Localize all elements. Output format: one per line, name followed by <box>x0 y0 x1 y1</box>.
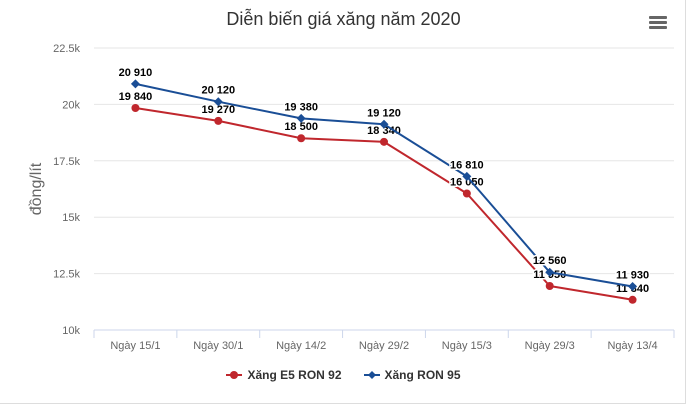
y-tick-label: 20k <box>62 99 80 111</box>
legend-label: Xăng E5 RON 92 <box>247 368 342 382</box>
data-label: 18 340 <box>367 125 401 137</box>
data-point <box>545 282 554 291</box>
data-label: 19 120 <box>367 107 401 119</box>
data-point <box>213 97 223 107</box>
data-point <box>296 113 306 123</box>
data-label: 19 380 <box>284 101 318 113</box>
y-tick-label: 10k <box>62 325 80 337</box>
x-tick-label: Ngày 13/4 <box>607 340 657 352</box>
data-label: 20 910 <box>119 67 153 79</box>
data-label: 11 930 <box>616 269 649 281</box>
data-point <box>131 104 140 113</box>
y-axis-title: đồng/lít <box>28 162 45 215</box>
data-point <box>628 281 638 291</box>
data-point <box>297 134 306 143</box>
legend-label: Xăng RON 95 <box>384 368 461 382</box>
y-tick-label: 12.5k <box>53 269 80 281</box>
x-tick-label: Ngày 29/2 <box>359 340 409 352</box>
data-point <box>462 189 471 198</box>
x-tick-label: Ngày 15/3 <box>442 340 492 352</box>
data-point <box>379 119 389 129</box>
chart-title: Diễn biến giá xăng năm 2020 <box>226 9 461 29</box>
data-point <box>628 295 637 304</box>
x-tick-label: Ngày 29/3 <box>525 340 575 352</box>
data-label: 19 270 <box>201 104 235 116</box>
hamburger-menu-icon[interactable] <box>649 16 667 30</box>
y-tick-label: 22.5k <box>53 43 80 55</box>
data-label: 18 500 <box>284 121 318 133</box>
legend: Xăng E5 RON 92 Xăng RON 95 <box>0 368 687 382</box>
x-tick-label: Ngày 15/1 <box>110 340 160 352</box>
data-label: 16 810 <box>450 159 484 171</box>
data-point <box>545 267 555 277</box>
x-tick-label: Ngày 30/1 <box>193 340 243 352</box>
legend-item-series-0[interactable]: Xăng E5 RON 92 <box>226 368 342 382</box>
data-point <box>462 171 472 181</box>
legend-diamond-icon <box>363 370 380 380</box>
y-tick-label: 17.5k <box>53 156 80 168</box>
legend-item-series-1[interactable]: Xăng RON 95 <box>363 368 461 382</box>
data-point <box>380 137 388 146</box>
data-point <box>130 79 140 89</box>
x-tick-label: Ngày 14/2 <box>276 340 326 352</box>
data-label: 12 560 <box>533 255 567 267</box>
data-point <box>214 116 223 125</box>
data-label: 20 120 <box>201 85 235 97</box>
y-tick-label: 15k <box>62 212 80 224</box>
data-label: 19 840 <box>119 91 153 103</box>
legend-circle-icon <box>226 370 243 380</box>
